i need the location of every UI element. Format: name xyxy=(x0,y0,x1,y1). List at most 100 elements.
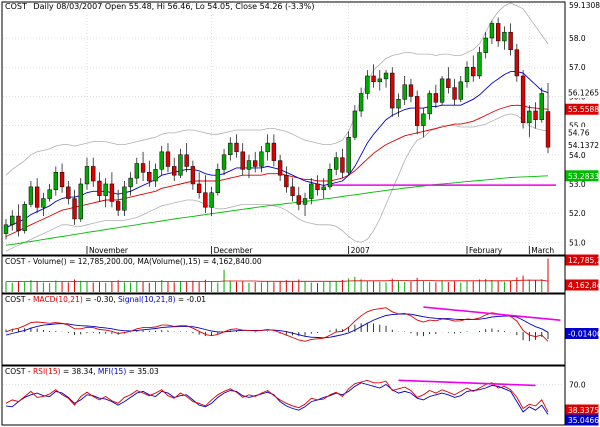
price-tick-label: 53.0 xyxy=(569,180,586,189)
candle-body xyxy=(3,224,9,234)
macd-legend-part: Signal(10,21,8) xyxy=(118,295,176,304)
candle-body xyxy=(396,99,401,109)
volume-ma-line xyxy=(6,279,549,282)
candle-body xyxy=(10,215,15,226)
macd-divergence-line xyxy=(423,306,561,321)
rsi-lines xyxy=(5,379,549,415)
macd-lines xyxy=(5,306,561,342)
candle xyxy=(352,105,358,141)
price-tag: 54.76 xyxy=(565,127,599,139)
price-tag-label: 53.2833 xyxy=(568,172,599,181)
candle-body xyxy=(452,87,457,100)
candle-body xyxy=(259,151,264,167)
candle-body xyxy=(190,166,196,185)
candle-body xyxy=(271,142,277,161)
candle-body xyxy=(115,201,121,211)
candle-body xyxy=(321,186,326,191)
price-tick-label: 59.1308 xyxy=(569,1,600,10)
candle-body xyxy=(315,183,320,191)
ma-green-line xyxy=(5,175,549,246)
volume-ma-tag: 4,162,840 xyxy=(565,279,600,291)
candle-body xyxy=(365,75,370,94)
candle-body xyxy=(41,198,46,208)
price-tag-box xyxy=(565,87,599,99)
candle-body xyxy=(16,215,21,231)
rsi-divergence-line xyxy=(398,379,536,387)
rsi-legend-part: = 38.34, xyxy=(61,367,98,376)
candle-body xyxy=(520,75,526,123)
candle xyxy=(545,82,551,154)
rsi-tag-label: 38.3375 xyxy=(568,406,599,415)
candle xyxy=(377,70,382,91)
candle xyxy=(533,102,538,129)
candle xyxy=(228,137,233,161)
candle-body xyxy=(246,160,252,170)
candle-body xyxy=(34,186,40,208)
candle xyxy=(439,75,445,106)
candle xyxy=(59,163,65,193)
candle-body xyxy=(234,142,239,153)
candle xyxy=(28,181,34,208)
rsi-grid: 70.0 xyxy=(3,381,586,390)
macd-legend-part: COST - xyxy=(5,295,33,304)
candle-body xyxy=(433,93,439,103)
date-axis: November December 2007 February March xyxy=(86,246,554,255)
candle-body xyxy=(340,157,345,173)
candle xyxy=(271,134,277,167)
volume-ma-tag-box xyxy=(565,279,599,291)
candle-body xyxy=(371,75,376,83)
candle xyxy=(47,183,52,202)
candle xyxy=(309,178,314,205)
price-tick-label: 51.0 xyxy=(569,238,586,247)
volume-tag: 12,785,200 xyxy=(565,254,600,266)
volume-ma-tag-label: 4,162,840 xyxy=(568,281,600,290)
candle-body xyxy=(284,174,289,188)
candle xyxy=(41,192,46,217)
candle-body xyxy=(277,160,283,176)
candle-body xyxy=(253,160,258,167)
candle xyxy=(371,64,376,88)
candle-body xyxy=(309,183,314,199)
candle xyxy=(215,163,220,196)
macd-tags: -0.014003 xyxy=(565,328,600,339)
price-tick-label: 52.0 xyxy=(569,209,586,218)
candle xyxy=(147,160,152,187)
candle-body xyxy=(446,78,451,88)
candle xyxy=(109,172,115,208)
candle-body xyxy=(128,177,133,188)
candle-body xyxy=(134,163,140,179)
date-label: February xyxy=(469,246,503,255)
candle xyxy=(134,157,140,184)
candle-body xyxy=(421,113,426,126)
mfi-tag: 35.0466 xyxy=(565,414,599,426)
header-info: Daily 08/03/2007 Open 55.48, Hi 56.46, L… xyxy=(33,2,314,11)
date-label: November xyxy=(89,246,129,255)
candle xyxy=(365,70,370,100)
candle xyxy=(159,146,164,176)
candle-body xyxy=(539,93,544,120)
candle xyxy=(240,143,245,176)
candle xyxy=(246,154,252,179)
rsi-legend-part: MFI(15) xyxy=(98,367,126,376)
candle xyxy=(234,134,239,158)
candle xyxy=(489,20,495,44)
lower-band-line xyxy=(5,113,549,252)
candle xyxy=(520,70,526,129)
candle xyxy=(495,17,501,47)
price-tag-label: 54.1372 xyxy=(568,141,599,150)
candle xyxy=(10,210,15,231)
volume-bars xyxy=(5,258,549,292)
candle-body xyxy=(178,154,183,176)
candle xyxy=(66,181,71,205)
candle xyxy=(452,78,457,106)
candle xyxy=(340,148,345,179)
candle-body xyxy=(471,66,476,77)
candle xyxy=(334,151,339,176)
candle xyxy=(502,26,507,50)
candle xyxy=(315,175,320,196)
candle xyxy=(277,154,283,182)
candle xyxy=(446,67,451,94)
ma-red-line xyxy=(5,104,549,237)
candle-body xyxy=(78,183,83,220)
candle xyxy=(172,157,177,182)
